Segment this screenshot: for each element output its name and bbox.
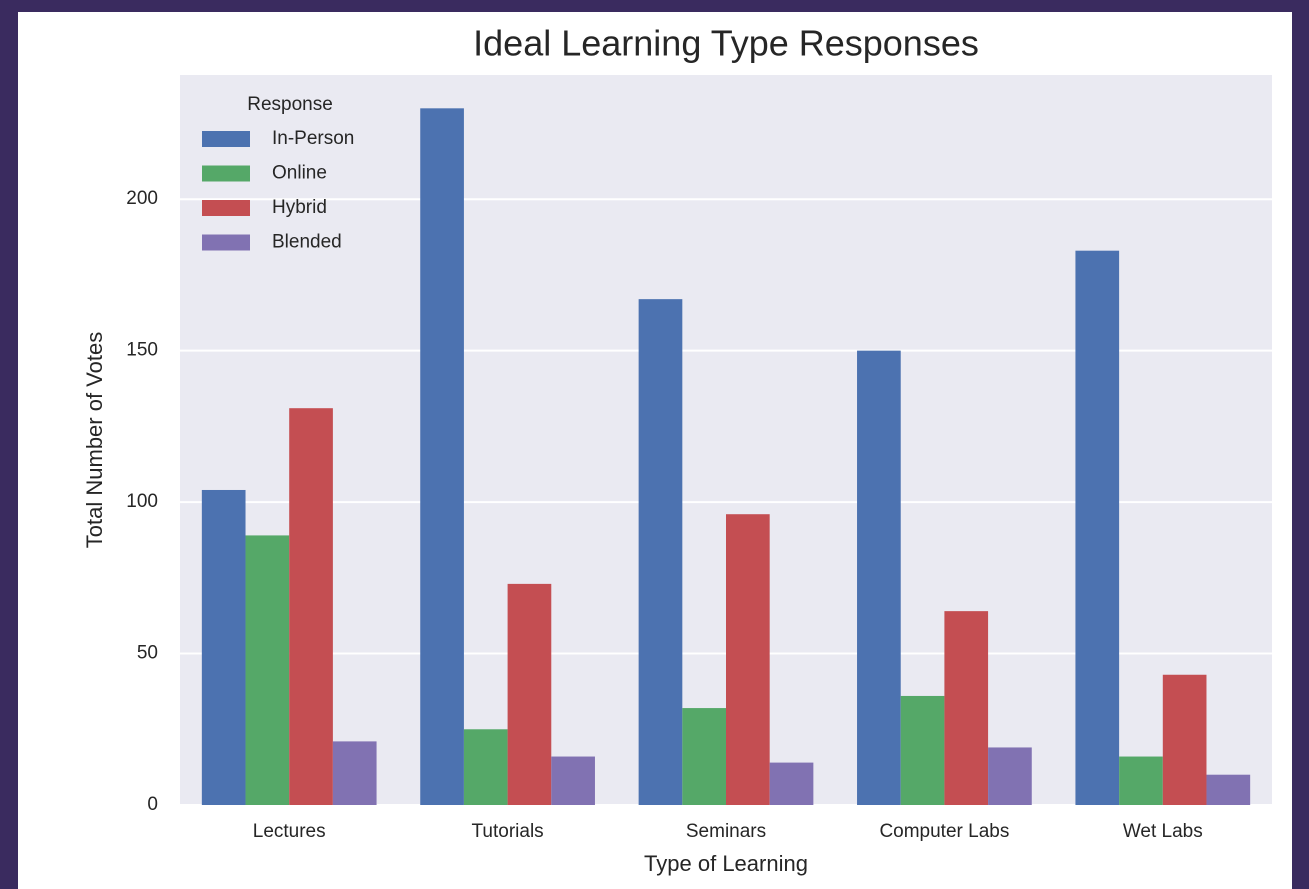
bar bbox=[201, 489, 246, 805]
chart-title: Ideal Learning Type Responses bbox=[473, 23, 979, 64]
legend-swatch bbox=[202, 165, 250, 182]
bar bbox=[944, 611, 989, 805]
legend-label: Hybrid bbox=[272, 197, 327, 218]
x-tick-label: Wet Labs bbox=[1123, 821, 1203, 842]
legend-label: In-Person bbox=[272, 128, 354, 149]
bar bbox=[463, 729, 508, 805]
bar bbox=[1162, 674, 1207, 805]
y-axis-label: Total Number of Votes bbox=[82, 332, 107, 548]
y-tick-label: 0 bbox=[147, 794, 158, 815]
bar bbox=[507, 583, 552, 805]
legend-title: Response bbox=[247, 94, 333, 115]
bars bbox=[201, 108, 1251, 806]
bar bbox=[638, 299, 683, 805]
bar bbox=[682, 708, 726, 805]
x-tick-label: Lectures bbox=[253, 821, 326, 842]
bar bbox=[769, 762, 814, 805]
bar bbox=[420, 108, 464, 805]
bar bbox=[988, 747, 1032, 805]
bar bbox=[726, 514, 770, 805]
bar bbox=[1206, 774, 1251, 805]
legend-swatch bbox=[202, 200, 250, 216]
x-tick-label: Computer Labs bbox=[879, 821, 1009, 842]
bar bbox=[857, 350, 901, 805]
bar bbox=[1119, 756, 1163, 805]
x-axis-label: Type of Learning bbox=[644, 851, 808, 876]
y-tick-label: 200 bbox=[126, 188, 158, 209]
legend: Response In-Person Online Hybrid Blended bbox=[202, 94, 354, 253]
y-tick-label: 150 bbox=[126, 340, 158, 361]
y-tick-label: 100 bbox=[126, 491, 158, 512]
bar bbox=[289, 408, 333, 805]
bar bbox=[900, 695, 945, 805]
bar bbox=[1075, 250, 1120, 806]
legend-label: Online bbox=[272, 163, 327, 184]
x-tick-label: Tutorials bbox=[472, 821, 544, 842]
bar bbox=[332, 741, 377, 805]
y-tick-label: 50 bbox=[137, 643, 158, 664]
x-tick-label: Seminars bbox=[686, 821, 766, 842]
legend-swatch bbox=[202, 131, 250, 147]
bar bbox=[551, 756, 595, 805]
legend-swatch bbox=[202, 234, 250, 251]
bar bbox=[245, 535, 290, 805]
legend-label: Blended bbox=[272, 232, 342, 253]
